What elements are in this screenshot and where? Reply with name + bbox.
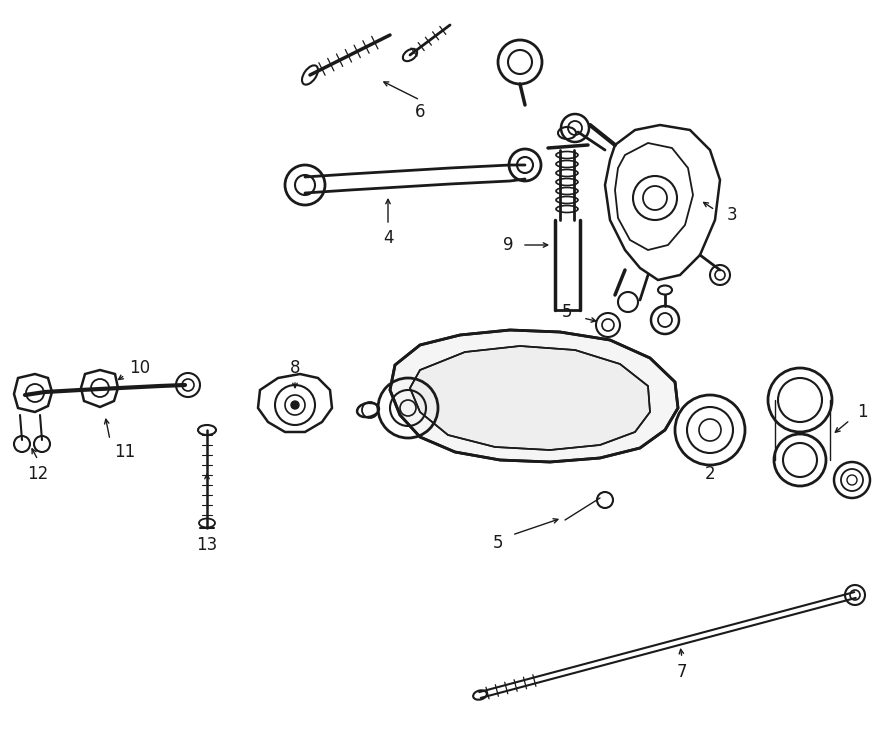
Text: 1: 1 <box>857 403 867 421</box>
Polygon shape <box>390 330 678 462</box>
Text: 3: 3 <box>727 206 737 224</box>
Text: 2: 2 <box>704 465 715 483</box>
Text: 5: 5 <box>562 303 573 321</box>
Text: 6: 6 <box>415 103 426 121</box>
Text: 10: 10 <box>129 359 150 377</box>
Polygon shape <box>410 346 650 450</box>
Text: 13: 13 <box>196 536 218 554</box>
Text: 8: 8 <box>289 359 300 377</box>
Text: 12: 12 <box>27 465 49 483</box>
Circle shape <box>291 401 299 409</box>
Text: 5: 5 <box>493 534 504 552</box>
Text: 4: 4 <box>382 229 393 247</box>
Text: 9: 9 <box>503 236 513 254</box>
Text: 11: 11 <box>114 443 135 461</box>
Text: 7: 7 <box>677 663 688 681</box>
